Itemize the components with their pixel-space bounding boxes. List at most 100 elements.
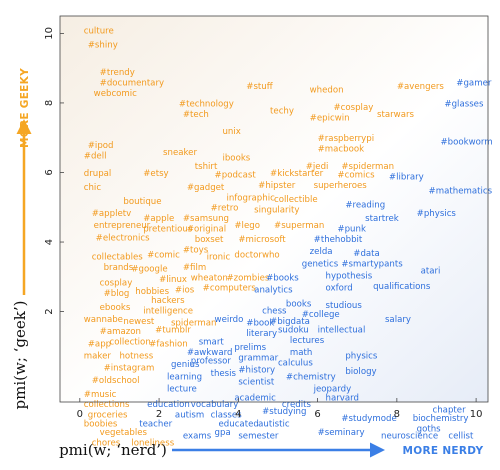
- word-label: math: [290, 348, 312, 358]
- plot-frame: [59, 15, 489, 403]
- word-label: #chemistry: [286, 372, 336, 382]
- word-label: #retro: [211, 204, 239, 214]
- word-label: #documentary: [100, 79, 164, 89]
- word-label: smart: [199, 338, 225, 348]
- word-label: books: [286, 299, 312, 309]
- word-label: #technology: [179, 99, 234, 109]
- x-tick-label: 8: [394, 409, 400, 420]
- word-label: #spiderman: [341, 162, 394, 172]
- word-label: collectible: [274, 195, 318, 205]
- word-label: #bigdata: [270, 317, 310, 327]
- word-label: lectures: [290, 336, 325, 346]
- word-label: #app: [88, 339, 111, 349]
- word-label: #amazon: [100, 327, 141, 337]
- y-axis-label: pmi(w; ‘geek’): [11, 301, 29, 410]
- word-label: webcomic: [94, 89, 138, 99]
- word-label: vegetables: [100, 428, 148, 438]
- word-label: #comic: [147, 251, 180, 261]
- word-label: #comics: [337, 171, 375, 181]
- x-axis-label: pmi(w; ‘nerd’): [59, 441, 167, 459]
- geek-arrow-label: MORE GEEKY: [19, 68, 31, 148]
- word-label: collections: [84, 400, 130, 410]
- word-label: lecture: [167, 385, 197, 395]
- word-label: #smartypants: [341, 259, 403, 269]
- word-label: goths: [417, 425, 442, 435]
- word-label: #book: [246, 318, 274, 328]
- word-label: #apple: [143, 214, 174, 224]
- word-label: jeopardy: [313, 385, 352, 395]
- word-label: groceries: [88, 411, 128, 421]
- word-label: #tech: [183, 110, 209, 120]
- word-label: autistic: [258, 419, 290, 429]
- word-label: #ipod: [88, 141, 114, 151]
- word-label: collectables: [92, 252, 144, 262]
- word-label: unix: [222, 127, 240, 137]
- word-label: chapter: [433, 405, 467, 415]
- word-label: oxford: [326, 284, 353, 294]
- word-label: chess: [262, 306, 287, 316]
- word-label: intellectual: [318, 325, 366, 335]
- word-label: biology: [345, 367, 376, 377]
- word-label: #music: [84, 390, 117, 400]
- word-label: #library: [389, 172, 424, 182]
- word-label: chic: [84, 183, 102, 193]
- word-label: cosplay: [100, 279, 133, 289]
- word-points: culture #shiny #trendy#documentarywebcomic…: [84, 26, 493, 448]
- word-label: learning: [167, 372, 202, 382]
- word-label: #microsoft: [238, 235, 286, 245]
- word-label: #toys: [183, 245, 209, 255]
- word-label: weirdo: [215, 315, 244, 325]
- word-label: #cosplay: [333, 103, 373, 113]
- word-label: newest: [123, 317, 155, 327]
- word-label: harvard: [326, 393, 359, 403]
- word-label: wheaton: [191, 273, 228, 283]
- word-label: #history: [238, 365, 275, 375]
- word-label: #podcast: [215, 171, 257, 181]
- word-label: #glasses: [444, 99, 484, 109]
- word-label: #gadget: [187, 183, 225, 193]
- word-label: #ios: [175, 285, 195, 295]
- word-label: genetics: [302, 259, 339, 269]
- word-label: #books: [266, 273, 299, 283]
- x-tick-label: 2: [156, 409, 162, 420]
- word-label: #blog: [104, 289, 130, 299]
- word-label: cellist: [448, 432, 474, 442]
- y-tick-label: 8: [44, 100, 55, 106]
- word-label: qualifications: [373, 282, 431, 292]
- word-label: grammar: [238, 353, 278, 363]
- word-label: culture: [84, 26, 114, 36]
- word-label: #studying: [262, 407, 306, 417]
- word-label: chores: [92, 438, 121, 448]
- word-label: ebooks: [100, 303, 131, 313]
- word-label: doctorwho: [234, 251, 279, 261]
- word-label: #gamer: [456, 79, 492, 89]
- word-label: superheroes: [314, 181, 368, 191]
- word-label: hypothesis: [326, 272, 373, 282]
- word-label: #etsy: [143, 169, 168, 179]
- word-label: #google: [131, 265, 167, 275]
- word-label: #kickstarter: [270, 169, 324, 179]
- word-label: #dell: [84, 152, 107, 162]
- word-label: zelda: [310, 247, 333, 257]
- word-label: #studymode: [341, 414, 396, 424]
- word-label: drupal: [84, 169, 112, 179]
- word-label: salary: [385, 315, 411, 325]
- word-label: #avengers: [397, 82, 445, 92]
- word-label: analytics: [254, 285, 293, 295]
- word-label: #seminary: [318, 428, 365, 438]
- word-label: educated: [219, 419, 259, 429]
- word-label: #film: [183, 263, 206, 273]
- word-label: intelligence: [143, 306, 193, 316]
- word-label: sudoku: [278, 325, 309, 335]
- x-tick-label: 4: [235, 409, 241, 420]
- word-label: thesis: [211, 369, 237, 379]
- word-label: credits: [282, 400, 312, 410]
- word-label: exams: [183, 432, 212, 442]
- word-label: #lego: [234, 221, 260, 231]
- word-label: classes: [211, 411, 243, 421]
- word-label: boobies: [84, 419, 118, 429]
- word-label: neuroscience: [381, 432, 438, 442]
- word-label: academic: [234, 393, 276, 403]
- word-label: brands: [104, 263, 134, 273]
- word-label: literary: [246, 329, 277, 339]
